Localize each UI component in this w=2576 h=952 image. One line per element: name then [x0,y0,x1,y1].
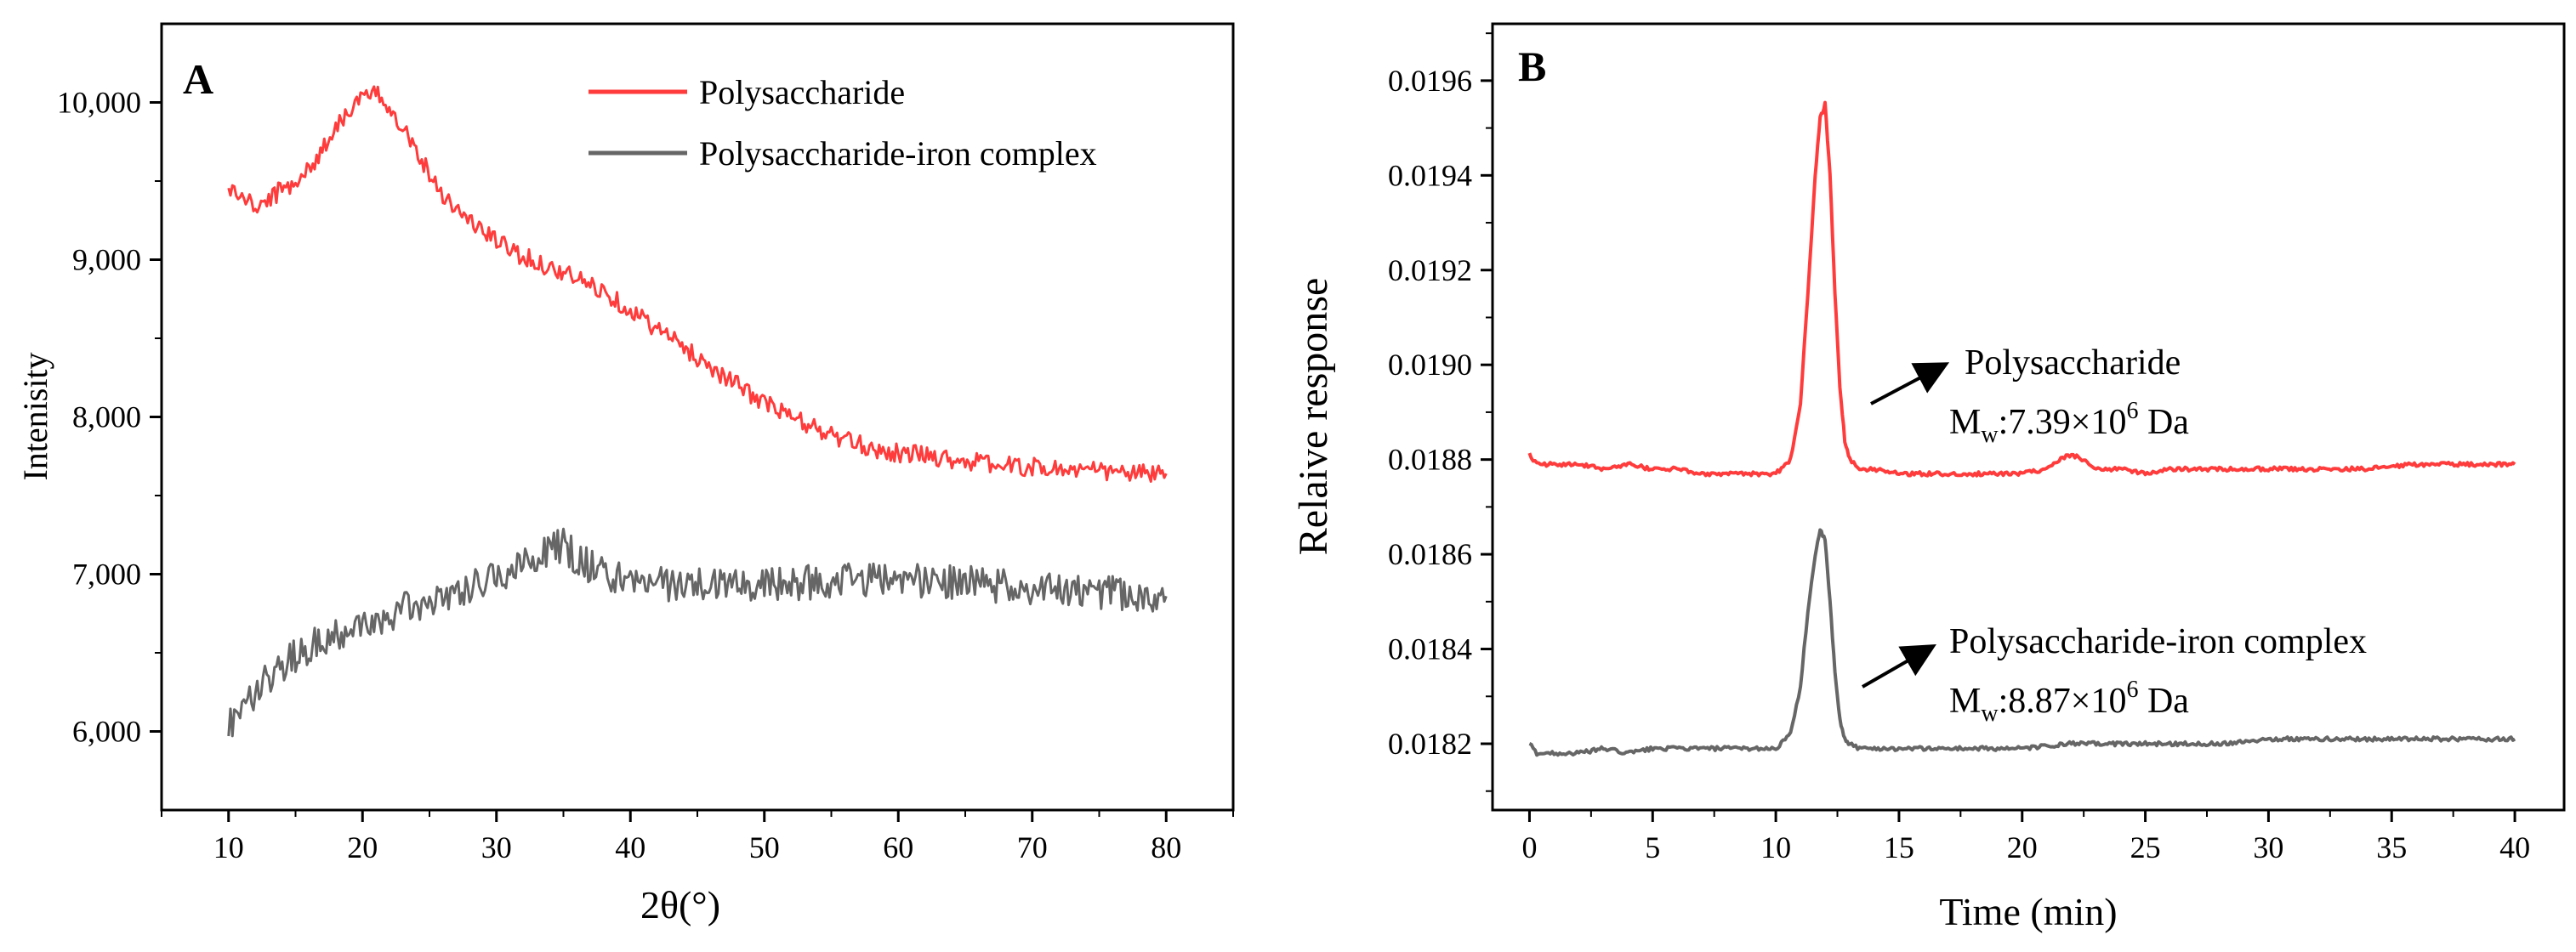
panel-a-series-layer [227,85,1168,738]
panel-b-y-tick-label: 0.0182 [1388,727,1472,761]
panel-b-x-tick-label: 20 [2007,830,2038,864]
mw-subscript: w [1981,700,1999,727]
mw-subscript: w [1981,422,1999,448]
panel-b-grid-layer: 0 5 10 15 20 25 30 35 40 0.0182 0.0184 0.0186 0.0188… [1388,32,2530,864]
panel-a-x-tick-label: 50 [749,830,780,864]
annotation-name-polysaccharide: Polysaccharide [1965,343,2181,382]
panel-a-legend: Polysaccharide Polysaccharide-iron compl… [589,73,1097,173]
panel-b-x-tick-label: 15 [1884,830,1914,864]
panel-b-label: B [1518,42,1546,90]
panel-a-x-tick-label: 40 [615,830,645,864]
panel-a-y-tick-label: 8,000 [72,400,141,434]
mw-exponent: 6 [2126,398,2138,424]
mw-exponent: 6 [2126,677,2138,703]
panel-a-y-tick-label: 6,000 [72,715,141,749]
panel-b-x-tick-label: 35 [2376,830,2407,864]
panel-a-plot-frame [160,22,1235,812]
panel-a-x-tick-label: 60 [883,830,913,864]
annotation-mw-iron-complex: Mw:8.87×106 Da [1949,677,2189,727]
mw-value: :8.87×10 [1999,682,2127,721]
panel-a-grid-layer: 10 20 30 40 50 60 70 80 6,000 7,000 8,000 9,000 10,0… [57,86,1234,864]
legend-label-iron-complex: Polysaccharide-iron complex [699,134,1097,173]
panel-a-y-tick-label: 9,000 [72,243,141,277]
panel-b: 0 5 10 15 20 25 30 35 40 0.0182 0.0184 0.0186 0.0188… [1291,22,2566,933]
panel-b-y-tick-label: 0.0194 [1388,158,1472,192]
mw-prefix: M [1949,403,1981,442]
panel-b-x-tick-label: 25 [2130,830,2161,864]
mw-unit: Da [2138,682,2189,721]
panel-a-x-tick-label: 30 [481,830,512,864]
legend-label-polysaccharide: Polysaccharide [699,73,905,111]
annotation-arrow-iron-complex [1862,644,1936,688]
panel-a-series-polysaccharide-iron-complex [227,527,1168,738]
panel-b-y-tick-label: 0.0184 [1388,632,1472,666]
panel-b-y-tick-label: 0.0192 [1388,253,1472,287]
panel-a-label: A [183,55,213,103]
panel-a-y-tick-label: 7,000 [72,558,141,592]
panel-b-x-axis-title: Time (min) [1939,890,2117,933]
panel-b-plot-frame [1491,22,2566,812]
panel-a-series-polysaccharide [227,85,1168,483]
panel-a-x-tick-label: 20 [347,830,378,864]
panel-a-y-axis-title: Intenisity [16,352,54,480]
panel-b-y-axis-title: Relaive response [1291,278,1336,556]
panel-a-x-axis-title: 2θ(°) [640,883,720,926]
panel-a-x-tick-label: 10 [213,830,244,864]
annotation-arrow-polysaccharide [1870,362,1950,405]
panel-b-series-layer [1527,100,2516,757]
annotation-mw-polysaccharide: Mw:7.39×106 Da [1949,398,2189,448]
panel-b-x-tick-label: 5 [1645,830,1660,864]
panel-a-x-tick-label: 80 [1151,830,1181,864]
panel-b-series-polysaccharide [1527,100,2516,478]
panel-b-x-tick-label: 0 [1521,830,1537,864]
annotation-name-iron-complex: Polysaccharide-iron complex [1949,622,2367,661]
panel-b-y-tick-label: 0.0188 [1388,443,1472,477]
panel-a-x-tick-label: 70 [1017,830,1048,864]
panel-b-x-tick-label: 40 [2499,830,2530,864]
panel-b-y-tick-label: 0.0186 [1388,537,1472,571]
panel-b-x-tick-label: 10 [1760,830,1791,864]
panel-a-y-tick-label: 10,000 [57,86,141,120]
mw-value: :7.39×10 [1999,403,2127,442]
mw-unit: Da [2138,403,2189,442]
panel-b-y-tick-label: 0.0196 [1388,64,1472,98]
panel-b-x-tick-label: 30 [2253,830,2283,864]
panel-b-y-tick-label: 0.0190 [1388,348,1472,382]
panel-b-series-polysaccharide-iron-complex [1528,528,2516,757]
panel-a: 10 20 30 40 50 60 70 80 6,000 7,000 8,000 9,000 10,0… [16,22,1235,926]
mw-prefix: M [1949,682,1981,721]
